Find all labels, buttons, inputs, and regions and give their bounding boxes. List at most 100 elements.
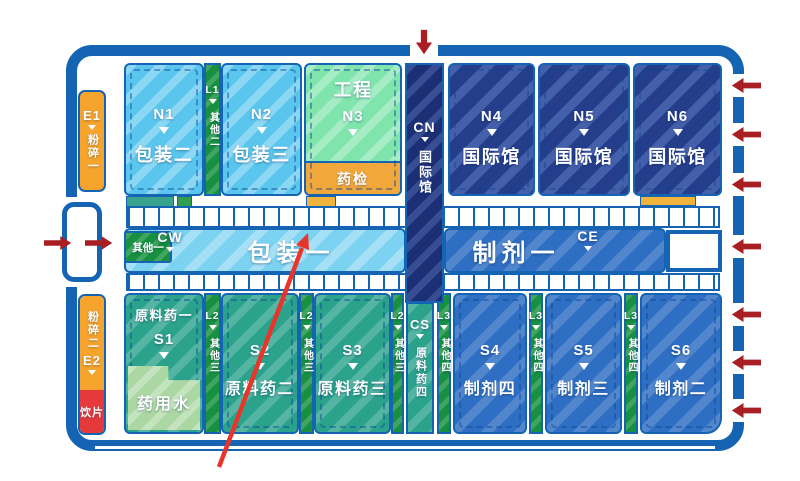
down-marker-icon bbox=[88, 125, 96, 130]
down-marker-icon bbox=[159, 352, 169, 359]
corridor-code: CS bbox=[409, 317, 431, 332]
hall-n3: 工程 N3 药检 bbox=[304, 63, 402, 196]
corridor-name: 其他三 bbox=[392, 337, 404, 374]
boundary-bottom-divider bbox=[95, 446, 715, 449]
east-entrance-arrow-icon-5 bbox=[731, 306, 761, 323]
gate-e1: E1 粉碎一 bbox=[78, 90, 106, 192]
hall-code: S5 bbox=[573, 342, 594, 359]
down-marker-icon bbox=[347, 363, 358, 370]
booth-block bbox=[177, 196, 192, 207]
hall-name: 制剂四 bbox=[463, 381, 517, 398]
corridor-l3-b: L3 其他四 bbox=[529, 293, 543, 434]
corridor-code: CN bbox=[413, 119, 436, 135]
corridor-name: 其他三 bbox=[207, 337, 219, 374]
hall-name: 原料药二 bbox=[224, 381, 295, 398]
label-ce: CE bbox=[570, 229, 606, 251]
hall-s4: S4 制剂四 bbox=[453, 293, 527, 434]
hall-code: N1 bbox=[153, 106, 175, 123]
hall-n6: N6 国际馆 bbox=[633, 63, 722, 196]
down-marker-icon bbox=[256, 127, 267, 134]
corridor-l2-a: L2 其他三 bbox=[204, 293, 221, 434]
hall-s5: S5 制剂三 bbox=[545, 293, 622, 434]
hall-n1: N1 包装二 bbox=[124, 63, 204, 196]
corridor-l3-c: L3 其他四 bbox=[624, 293, 638, 434]
hall-name: 包装一 bbox=[247, 240, 335, 267]
west-entrance-arrow-icon-1 bbox=[44, 235, 72, 251]
down-marker-icon bbox=[486, 129, 497, 136]
corridor-l2-b: L2 其他三 bbox=[299, 293, 314, 434]
corridor-name: 国际馆 bbox=[417, 150, 432, 195]
down-marker-icon bbox=[584, 246, 592, 251]
corridor-cs: CS 原料药四 bbox=[406, 302, 434, 434]
down-marker-icon bbox=[676, 363, 686, 370]
corridor-code: L2 bbox=[390, 310, 405, 322]
down-marker-icon bbox=[579, 129, 589, 136]
hall-name: 原料药一 bbox=[134, 308, 193, 323]
east-entrance-arrow-icon-3 bbox=[731, 176, 761, 193]
corridor-code: L3 bbox=[436, 310, 452, 322]
hall-code: S4 bbox=[479, 342, 501, 359]
corridor-name: 其他四 bbox=[531, 337, 542, 374]
north-entrance-arrow-icon bbox=[415, 29, 433, 56]
hall-s6: S6 制剂二 bbox=[640, 293, 722, 434]
label-cw: CW bbox=[150, 230, 190, 252]
down-marker-icon bbox=[485, 363, 495, 370]
corridor-code: L1 bbox=[205, 84, 220, 96]
hall-s2: S2 原料药二 bbox=[221, 293, 299, 434]
gate-code: CE bbox=[577, 228, 599, 244]
gate-name: 粉碎一 bbox=[86, 134, 99, 173]
down-marker-icon bbox=[627, 324, 635, 330]
corridor-name: 其他四 bbox=[626, 337, 637, 374]
hall-s1: 原料药一 S1 药用水 bbox=[124, 293, 204, 434]
hall-n2: N2 包装三 bbox=[221, 63, 302, 196]
hall-name: 制剂二 bbox=[654, 381, 708, 398]
gate-sub-name: 饮片 bbox=[80, 406, 104, 419]
gate-code: CW bbox=[157, 229, 183, 245]
down-marker-icon bbox=[208, 324, 217, 330]
hall-name: 包装三 bbox=[232, 145, 291, 165]
down-marker-icon bbox=[578, 363, 589, 370]
corridor-l2-c: L2 其他三 bbox=[390, 293, 405, 434]
hall-name: 工程 bbox=[333, 80, 373, 100]
hall-code: N5 bbox=[573, 108, 595, 125]
hall-code: N2 bbox=[250, 106, 273, 123]
hall-n4: N4 国际馆 bbox=[448, 63, 535, 196]
down-marker-icon bbox=[302, 324, 311, 330]
water-area: 药用水 bbox=[128, 366, 200, 430]
hall-s3: S3 原料药三 bbox=[314, 293, 391, 434]
down-marker-icon bbox=[166, 247, 174, 252]
corridor-code: L3 bbox=[528, 310, 544, 322]
hall-name: 其他一 bbox=[132, 241, 164, 254]
hall-code: S1 bbox=[153, 331, 175, 348]
booth-block bbox=[306, 196, 336, 207]
down-marker-icon bbox=[159, 127, 169, 134]
gate-e2-lower: 饮片 bbox=[80, 390, 104, 433]
hall-name: 制剂一 bbox=[472, 240, 560, 267]
corridor-name: 其他四 bbox=[439, 337, 450, 374]
booth-block bbox=[640, 196, 696, 206]
gate-e2: 粉碎二 E2 饮片 bbox=[78, 294, 106, 435]
hall-code: S3 bbox=[342, 342, 363, 359]
hall-name: 原料药三 bbox=[317, 381, 388, 398]
hall-code: S6 bbox=[670, 342, 692, 359]
down-marker-icon bbox=[88, 370, 96, 375]
hall-code: S2 bbox=[249, 342, 271, 359]
east-entrance-arrow-icon-6 bbox=[731, 354, 761, 371]
hall-code: N3 bbox=[342, 108, 364, 125]
inspection-strip: 药检 bbox=[306, 161, 400, 194]
corridor-l3-a: L3 其他四 bbox=[437, 293, 451, 434]
corridor-name: 其他二 bbox=[207, 111, 219, 148]
hall-sub-name: 药用水 bbox=[136, 396, 191, 413]
gate-code: E1 bbox=[83, 108, 101, 123]
east-entrance-arrow-icon-7 bbox=[731, 402, 761, 419]
hall-name: 包装二 bbox=[134, 145, 194, 165]
down-marker-icon bbox=[393, 324, 402, 330]
corridor-name: 原料药四 bbox=[414, 347, 427, 399]
hall-n5: N5 国际馆 bbox=[538, 63, 630, 196]
hall-name: 国际馆 bbox=[554, 147, 614, 167]
down-marker-icon bbox=[420, 137, 429, 142]
down-marker-icon bbox=[532, 324, 540, 330]
hall-zhiji-1: 制剂一 bbox=[444, 228, 666, 273]
down-marker-icon bbox=[416, 334, 424, 339]
